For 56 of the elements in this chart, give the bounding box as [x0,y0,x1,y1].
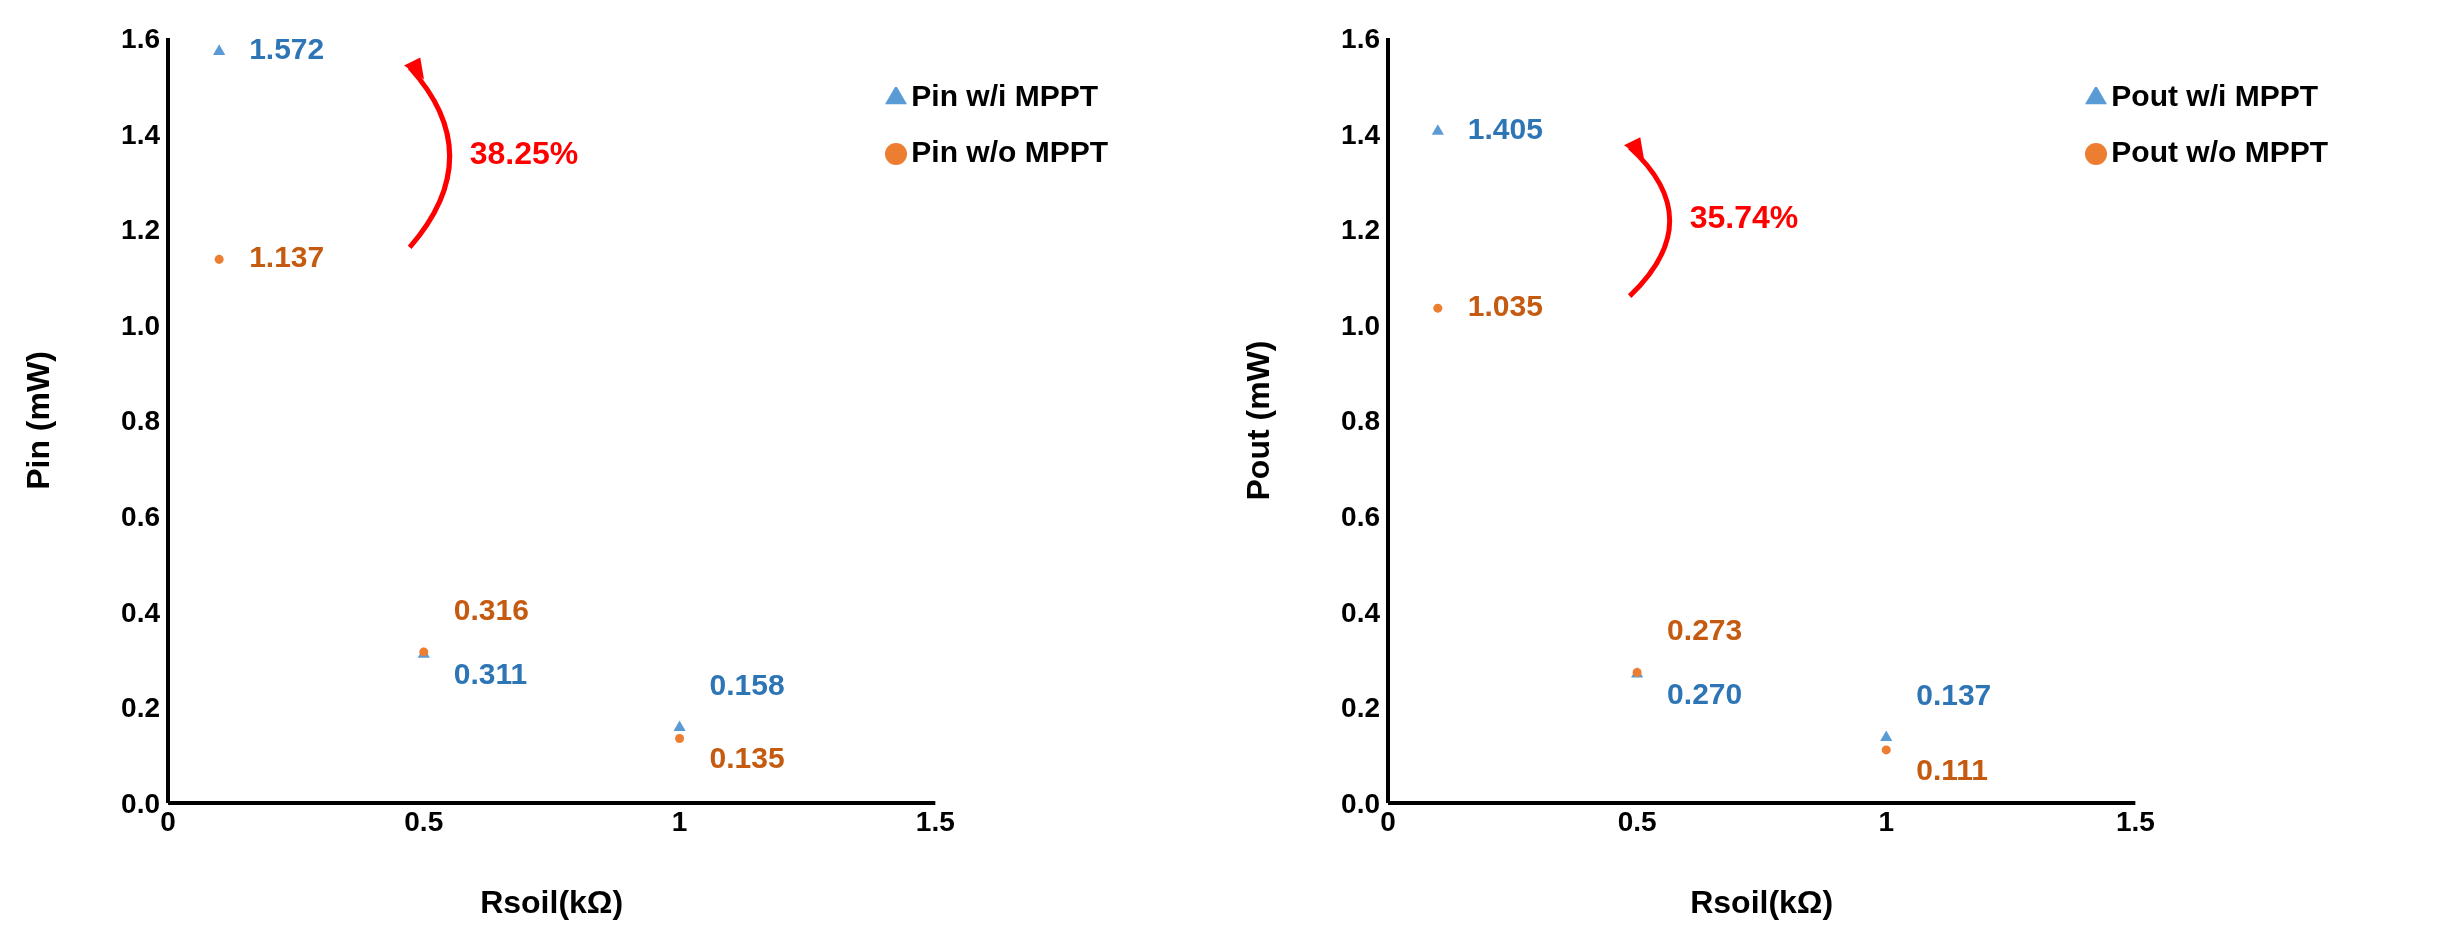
y-tick-label: 1.6 [121,22,160,54]
x-tick-label: 0.5 [1617,805,1657,837]
x-tick-label: 1 [671,805,688,837]
data-label: 0.311 [453,657,528,691]
y-tick-label: 1.4 [1341,118,1381,150]
y-axis-title: Pin (mW) [20,351,57,490]
point [1433,303,1443,313]
x-tick-label: 0.5 [404,805,444,837]
y-tick-label: 0.2 [1341,692,1380,724]
point [673,720,686,731]
data-label: 1.405 [1467,112,1543,146]
legend-label: Pin w/o MPPT [911,135,1108,168]
x-tick-label: 0 [1380,805,1396,837]
legend-label: Pout w/o MPPT [2111,135,2328,168]
annotation: 38.25% [469,134,579,171]
annotation: 35.74% [1689,199,1799,236]
x-axis-title: Rsoil(kΩ) [480,884,624,920]
y-tick-label: 1.6 [1341,22,1380,54]
y-tick-label: 0.0 [1341,787,1380,819]
x-tick-label: 1.5 [915,805,955,837]
data-label: 0.135 [709,741,785,775]
point [1880,730,1893,742]
x-tick-label: 1 [1878,805,1895,837]
y-tick-label: 0.0 [121,787,160,819]
y-tick-label: 0.6 [121,501,160,533]
y-tick-label: 1.0 [1341,309,1380,341]
y-tick-label: 0.4 [1341,596,1381,628]
point [213,44,226,55]
data-label: 0.273 [1667,613,1743,647]
y-tick-label: 1.4 [121,118,161,150]
legend-label: Pin w/i MPPT [911,79,1099,112]
data-label: 0.158 [709,668,785,702]
y-tick-label: 0.8 [121,405,160,437]
data-label: 0.111 [1916,752,1988,786]
data-label: 1.572 [249,32,325,66]
legend-label: Pout w/i MPPT [2111,79,2319,112]
y-axis-title: Pout (mW) [1240,340,1277,501]
x-axis-title: Rsoil(kΩ) [1690,884,1834,920]
y-tick-label: 0.6 [1341,501,1380,533]
y-tick-label: 1.0 [121,309,160,341]
y-tick-label: 1.2 [121,214,160,246]
data-label: 0.316 [453,592,529,626]
y-tick-label: 1.2 [1341,214,1380,246]
point [675,733,685,743]
data-label: 0.137 [1916,678,1992,712]
point [214,254,224,264]
data-label: 1.035 [1467,289,1543,323]
x-tick-label: 0 [160,805,176,837]
y-tick-label: 0.8 [1341,405,1380,437]
x-tick-label: 1.5 [2115,805,2155,837]
point [1881,745,1891,755]
data-label: 1.137 [249,240,325,274]
data-label: 0.270 [1667,676,1743,710]
point [1431,124,1444,135]
y-tick-label: 0.4 [121,596,161,628]
y-tick-label: 0.2 [121,692,160,724]
